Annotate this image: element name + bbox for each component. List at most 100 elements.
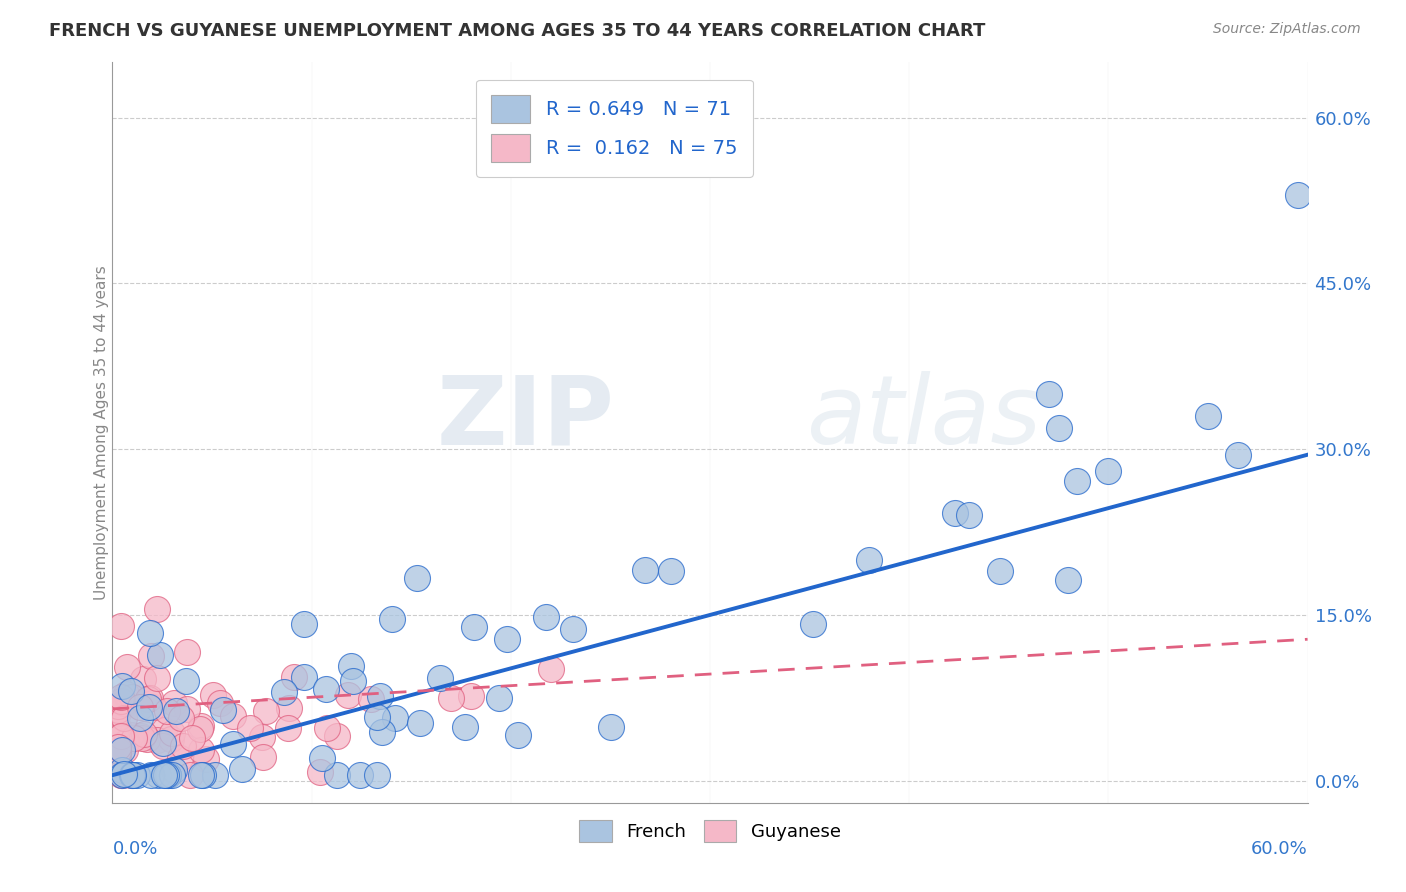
Point	[943, 506, 966, 520]
Point	[111, 763, 134, 777]
Point	[174, 674, 197, 689]
Point	[138, 690, 160, 705]
Point	[222, 708, 245, 723]
Point	[308, 764, 330, 779]
Point	[176, 702, 198, 716]
Point	[114, 687, 136, 701]
Point	[170, 711, 193, 725]
Point	[155, 768, 177, 782]
Point	[326, 768, 349, 782]
Point	[315, 721, 337, 735]
Point	[138, 625, 160, 640]
Point	[1197, 409, 1219, 423]
Y-axis label: Unemployment Among Ages 35 to 44 years: Unemployment Among Ages 35 to 44 years	[94, 265, 108, 600]
Point	[111, 768, 134, 782]
Point	[370, 689, 392, 703]
Point	[212, 703, 235, 717]
Point	[292, 670, 315, 684]
Point	[152, 736, 174, 750]
Point	[132, 672, 155, 686]
Point	[176, 645, 198, 659]
Point	[858, 552, 880, 566]
Point	[190, 768, 212, 782]
Point	[136, 692, 159, 706]
Point	[1286, 188, 1309, 202]
Point	[131, 731, 153, 745]
Point	[252, 749, 274, 764]
Point	[122, 731, 145, 746]
Point	[179, 768, 201, 782]
Point	[145, 672, 167, 686]
Point	[534, 609, 557, 624]
Point	[139, 649, 162, 664]
Point	[1097, 464, 1119, 478]
Text: ZIP: ZIP	[436, 371, 614, 465]
Point	[129, 700, 152, 714]
Point	[148, 768, 170, 782]
Point	[111, 768, 134, 782]
Point	[160, 726, 183, 740]
Point	[340, 658, 363, 673]
Point	[600, 720, 623, 734]
Point	[153, 723, 176, 737]
Point	[108, 731, 131, 745]
Point	[337, 688, 360, 702]
Point	[342, 673, 364, 688]
Point	[110, 729, 132, 743]
Point	[129, 729, 152, 743]
Point	[222, 737, 245, 751]
Point	[181, 731, 204, 746]
Point	[112, 697, 135, 711]
Point	[107, 747, 129, 761]
Point	[172, 739, 194, 753]
Point	[115, 735, 138, 749]
Point	[273, 685, 295, 699]
Point	[107, 743, 129, 757]
Point	[803, 616, 825, 631]
Point	[121, 690, 143, 705]
Point	[1227, 448, 1250, 462]
Point	[278, 700, 301, 714]
Point	[110, 694, 132, 708]
Point	[250, 730, 273, 744]
Point	[1038, 387, 1060, 401]
Point	[112, 699, 135, 714]
Point	[111, 679, 134, 693]
Point	[156, 704, 179, 718]
Point	[460, 690, 482, 704]
Point	[254, 704, 277, 718]
Point	[190, 743, 212, 757]
Legend: French, Guyanese: French, Guyanese	[572, 813, 848, 849]
Point	[239, 721, 262, 735]
Point	[292, 616, 315, 631]
Point	[122, 768, 145, 782]
Point	[429, 671, 451, 685]
Point	[454, 720, 477, 734]
Point	[156, 768, 179, 782]
Text: Source: ZipAtlas.com: Source: ZipAtlas.com	[1213, 22, 1361, 37]
Point	[110, 690, 132, 705]
Point	[659, 564, 682, 578]
Point	[156, 768, 179, 782]
Point	[159, 731, 181, 746]
Point	[366, 709, 388, 723]
Point	[112, 767, 135, 781]
Text: 0.0%: 0.0%	[112, 840, 157, 858]
Point	[146, 733, 169, 747]
Point	[315, 682, 337, 697]
Point	[114, 742, 136, 756]
Point	[121, 768, 143, 782]
Point	[153, 768, 176, 782]
Point	[107, 744, 129, 758]
Point	[405, 571, 427, 585]
Point	[146, 602, 169, 616]
Point	[107, 720, 129, 734]
Point	[540, 662, 562, 676]
Point	[190, 719, 212, 733]
Point	[152, 739, 174, 753]
Point	[371, 725, 394, 739]
Point	[988, 564, 1011, 578]
Point	[562, 622, 585, 636]
Point	[120, 768, 142, 782]
Point	[163, 763, 186, 777]
